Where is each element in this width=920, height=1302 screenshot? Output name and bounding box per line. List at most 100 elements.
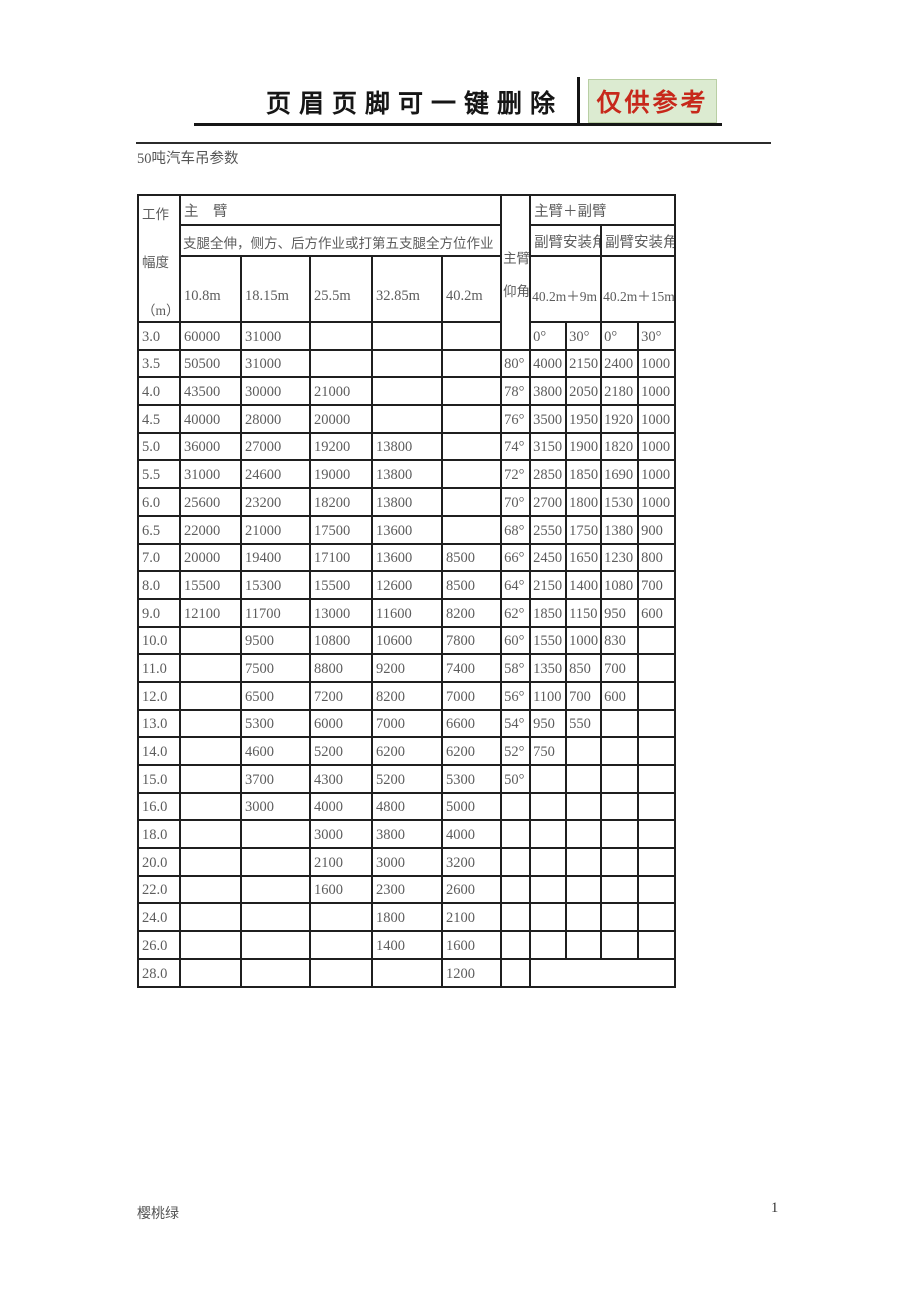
- table-row: 11.0 7500 8800 9200 7400 58° 1350 850 700: [137, 653, 677, 683]
- table-cell: 25600: [179, 487, 242, 517]
- jib-group-header: 主臂＋副臂: [529, 194, 677, 226]
- radius-cell: 5.0: [137, 431, 181, 462]
- radius-cell: 7.0: [137, 542, 181, 573]
- table-cell: 60000: [179, 321, 242, 351]
- page-title: 50吨汽车吊参数: [137, 151, 239, 167]
- table-cell: 7000: [371, 708, 443, 739]
- table-row: 12.0 6500 7200 8200 7000 56° 1100 700 600: [137, 680, 677, 711]
- table-cell: 4000: [309, 791, 373, 822]
- table-cell: 40000: [179, 404, 242, 434]
- table-cell: [440, 431, 503, 462]
- table-cell: [637, 902, 677, 933]
- table-cell: [500, 930, 532, 960]
- radius-cell: 10.0: [137, 625, 181, 656]
- jib-config-header: 40.2m＋15m: [600, 255, 677, 323]
- table-cell: 900: [637, 514, 677, 545]
- table-cell: [565, 791, 603, 822]
- table-cell: 8500: [440, 570, 503, 600]
- table-cell: 7800: [440, 625, 503, 656]
- table-cell: [371, 348, 443, 379]
- table-row: 6.5 22000 21000 17500 13600 68° 2550 1750 1380 90…: [137, 514, 677, 545]
- table-cell: 3000: [240, 791, 311, 822]
- table-cell: 2180: [600, 376, 640, 407]
- radius-cell: 20.0: [137, 847, 181, 877]
- table-cell: 13600: [371, 542, 443, 573]
- table-cell: [600, 708, 640, 739]
- table-cell: 2150: [565, 348, 603, 379]
- table-cell: 66°: [500, 542, 532, 573]
- radius-cell: 3.5: [137, 348, 181, 379]
- table-cell: 800: [637, 542, 677, 573]
- table-cell: [565, 847, 603, 877]
- table-cell: [565, 930, 603, 960]
- table-cell: 78°: [500, 376, 532, 407]
- table-cell: [240, 819, 311, 850]
- table-cell: [500, 819, 532, 850]
- table-cell: 70°: [500, 487, 532, 517]
- table-cell: 1950: [565, 404, 603, 434]
- table-row: 8.0 15500 15300 15500 12600 8500 64° 2150 1400 10…: [137, 570, 677, 600]
- main-boom-header: 主 臂: [178, 194, 503, 226]
- table-cell: 5000: [440, 791, 503, 822]
- table-cell: 600: [637, 597, 677, 628]
- table-cell: 22000: [179, 514, 242, 545]
- table-cell: 27000: [240, 431, 311, 462]
- table-cell: 950: [600, 597, 640, 628]
- radius-cell: 9.0: [137, 597, 181, 628]
- table-cell: 2100: [440, 902, 503, 933]
- table-cell: 7500: [240, 653, 311, 683]
- table-cell: 19000: [309, 459, 373, 490]
- table-cell: 1690: [600, 459, 640, 490]
- table-cell: 1000: [637, 404, 677, 434]
- table-row: 16.0 3000 4000 4800 5000: [137, 791, 677, 822]
- table-cell: [600, 847, 640, 877]
- table-cell: 1920: [600, 404, 640, 434]
- table-cell: 23200: [240, 487, 311, 517]
- table-cell: [440, 348, 503, 379]
- table-row: 14.0 4600 5200 6200 6200 52° 750: [137, 736, 677, 766]
- table-cell: [637, 764, 677, 794]
- table-cell: 5300: [240, 708, 311, 739]
- table-cell: [371, 321, 443, 351]
- table-cell: 3000: [309, 819, 373, 850]
- table-cell: 3000: [371, 847, 443, 877]
- table-cell: [440, 321, 503, 351]
- table-cell: 6000: [309, 708, 373, 739]
- table-cell: 20000: [309, 404, 373, 434]
- table-cell: 12100: [179, 597, 242, 628]
- table-cell: 10800: [309, 625, 373, 656]
- table-cell: 1350: [529, 653, 568, 683]
- table-cell: 4300: [309, 764, 373, 794]
- radius-cell: 16.0: [137, 791, 181, 822]
- radius-cell: 26.0: [137, 930, 181, 960]
- header-row-1: 工作 幅度 （m） 主 臂 主臂 仰角 主臂＋副臂: [137, 194, 677, 351]
- table-row: 26.0 1400 1600: [137, 930, 677, 960]
- table-cell: [179, 736, 242, 766]
- table-cell: 3500: [529, 404, 568, 434]
- table-cell: [529, 764, 568, 794]
- table-cell: 17100: [309, 542, 373, 573]
- corner-header-cell: 工作 幅度 （m）: [137, 194, 181, 323]
- table-cell: [637, 930, 677, 960]
- table-cell: 1850: [529, 597, 568, 628]
- table-cell: [240, 847, 311, 877]
- footer-watermark: 樱桃绿: [137, 1207, 179, 1222]
- table-cell: 700: [637, 570, 677, 600]
- table-cell: 850: [565, 653, 603, 683]
- table-cell: [529, 902, 568, 933]
- table-cell: [240, 930, 311, 960]
- elev-line-1: 主臂: [503, 251, 531, 267]
- table-cell: 1380: [600, 514, 640, 545]
- table-cell: 31000: [240, 321, 311, 351]
- radius-cell: 28.0: [137, 957, 181, 988]
- table-cell: [179, 930, 242, 960]
- table-cell: [637, 847, 677, 877]
- header-row-3: 10.8m 18.15m 25.5m 32.85m 40.2m 40.2m＋9m…: [138, 255, 677, 323]
- table-cell: [637, 708, 677, 739]
- table-cell: [309, 930, 373, 960]
- radius-cell: 15.0: [137, 764, 181, 794]
- table-cell: 6200: [371, 736, 443, 766]
- table-cell: 13000: [309, 597, 373, 628]
- jib-angle-header-1: 副臂安装角: [529, 224, 603, 257]
- corner-line-2: 幅度: [142, 255, 169, 270]
